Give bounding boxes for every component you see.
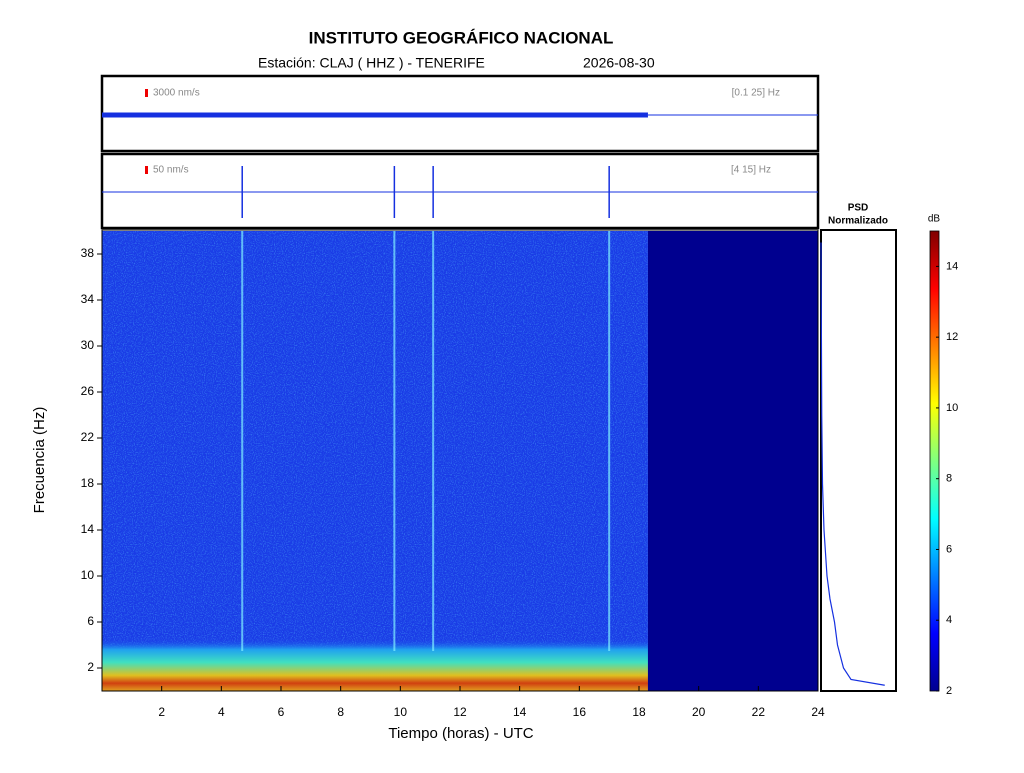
band: [4 15] Hz	[731, 165, 771, 176]
psd-title: PSD	[848, 203, 869, 214]
y-tick-label: 22	[81, 430, 95, 444]
y-tick-label: 2	[87, 660, 94, 674]
x-tick-label: 12	[453, 705, 467, 719]
x-tick-label: 10	[394, 705, 408, 719]
x-tick-label: 2	[158, 705, 165, 719]
data-end-marker	[647, 231, 818, 691]
psd-subtitle: Normalizado	[828, 216, 888, 227]
trace-panel	[100, 152, 820, 230]
colorbar-label: dB	[928, 214, 941, 225]
psd-frame	[820, 229, 897, 692]
x-tick-label: 18	[632, 705, 646, 719]
band: [0.1 25] Hz	[732, 88, 780, 99]
psd-curve	[820, 242, 885, 686]
spectrogram-low-band	[102, 639, 648, 691]
date: 2026-08-30	[583, 55, 655, 71]
colorbar-tick-label: 14	[946, 260, 958, 272]
x-tick-label: 4	[218, 705, 225, 719]
y-tick-label: 14	[81, 522, 95, 536]
scale: 50 nm/s	[153, 165, 189, 176]
scale-bar	[145, 166, 148, 174]
x-tick-label: 20	[692, 705, 706, 719]
x-tick-label: 16	[573, 705, 587, 719]
scale: 3000 nm/s	[153, 88, 200, 99]
x-tick-label: 8	[337, 705, 344, 719]
spectrogram-noise	[102, 231, 648, 691]
x-tick-label: 14	[513, 705, 527, 719]
y-tick-label: 18	[81, 476, 95, 490]
x-tick-label: 24	[811, 705, 825, 719]
colorbar-tick-label: 4	[946, 614, 952, 626]
station: Estación: CLAJ ( HHZ ) - TENERIFE	[258, 55, 485, 71]
colorbar-tick-label: 10	[946, 402, 958, 414]
scale-bar	[145, 89, 148, 97]
x-tick-label: 22	[752, 705, 766, 719]
y-tick-label: 10	[81, 568, 95, 582]
y-tick-label: 38	[81, 246, 95, 260]
colorbar-tick-label: 12	[946, 331, 958, 343]
y-tick-label: 30	[81, 338, 95, 352]
colorbar-tick-label: 8	[946, 473, 952, 485]
x-label: Tiempo (horas) - UTC	[388, 725, 533, 742]
x-tick-label: 6	[278, 705, 285, 719]
y-tick-label: 6	[87, 614, 94, 628]
y-label: Frecuencia (Hz)	[31, 407, 48, 514]
y-tick-label: 26	[81, 384, 95, 398]
colorbar	[929, 230, 940, 692]
y-tick-label: 34	[81, 292, 95, 306]
title: INSTITUTO GEOGRÁFICO NACIONAL	[309, 28, 614, 47]
colorbar-tick-label: 2	[946, 685, 952, 697]
colorbar-tick-label: 6	[946, 543, 952, 555]
